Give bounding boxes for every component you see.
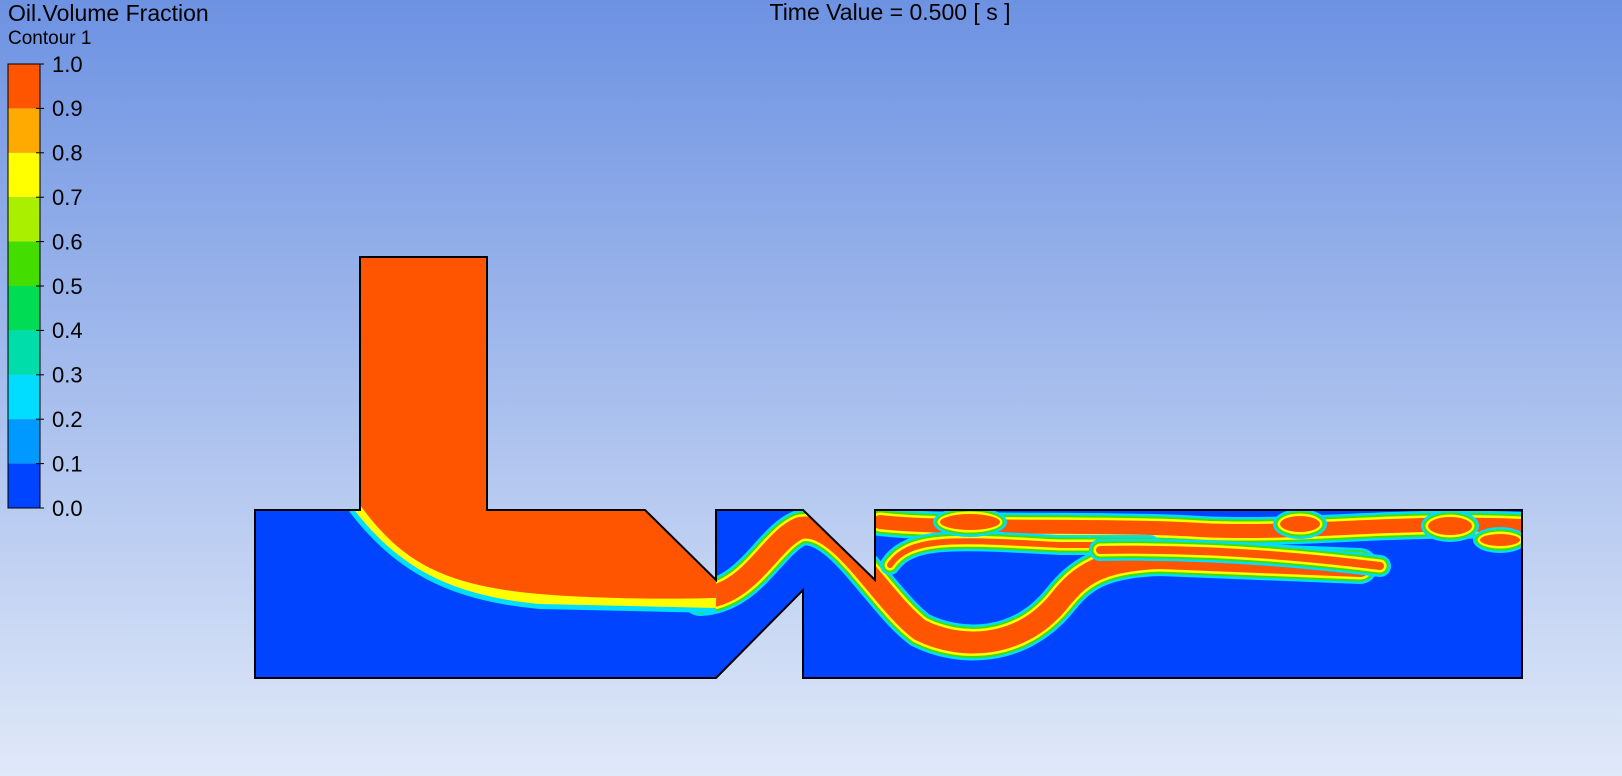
legend-band <box>8 419 40 464</box>
legend-band <box>8 241 40 286</box>
legend-title: Oil.Volume Fraction <box>8 0 209 26</box>
time-label: Time Value = 0.500 [ s ] <box>770 0 1011 25</box>
legend-tick-label: 0.7 <box>52 185 83 210</box>
oil-band <box>1096 545 1384 570</box>
legend-tick-label: 0.9 <box>52 96 83 121</box>
domain-outline <box>254 256 1523 679</box>
legend-band <box>8 108 40 153</box>
legend-band <box>8 64 40 109</box>
oil-inlet-edge <box>353 501 717 608</box>
legend-tick-label: 1.0 <box>52 52 83 77</box>
legend-band <box>8 374 40 420</box>
legend-tick-label: 0.0 <box>52 496 83 521</box>
legend: 1.0 0.9 0.8 0.7 0.6 0.5 0.4 0.3 0.2 0.1 0.0 <box>7 52 83 521</box>
oil-blob <box>940 514 1000 530</box>
oil-flow <box>348 257 1522 661</box>
legend-band <box>8 286 40 331</box>
legend-tick-label: 0.5 <box>52 274 83 299</box>
oil-inlet <box>360 257 716 599</box>
legend-tick-label: 0.1 <box>52 451 83 476</box>
legend-subtitle: Contour 1 <box>8 28 91 49</box>
oil-blob <box>1480 534 1520 546</box>
legend-tick-label: 0.2 <box>52 407 83 432</box>
legend-tick-label: 0.3 <box>52 363 83 388</box>
oil-band <box>887 538 1153 568</box>
oil-blob <box>1280 516 1320 532</box>
legend-tick-label: 0.4 <box>52 318 83 343</box>
legend-band <box>8 330 40 375</box>
legend-band <box>8 197 40 242</box>
oil-band <box>689 516 1371 654</box>
legend-band <box>8 152 40 198</box>
legend-tick-label: 0.8 <box>52 141 83 166</box>
oil-blob <box>1428 517 1472 535</box>
legend-tick-label: 0.6 <box>52 229 83 254</box>
legend-band <box>8 463 40 508</box>
